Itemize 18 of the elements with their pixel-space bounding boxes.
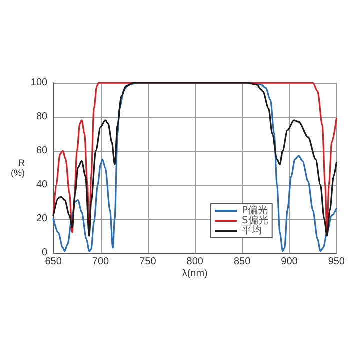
y-tick-label: 60 <box>36 146 48 156</box>
x-tick-label: 850 <box>234 256 252 268</box>
y-tick-label: 80 <box>36 112 48 122</box>
x-tick-label: 900 <box>281 256 298 268</box>
legend-label: 平均 <box>242 224 262 236</box>
x-tick-label: 750 <box>140 256 157 268</box>
x-tick-label: 950 <box>328 256 346 268</box>
x-axis-title: λ(nm) <box>182 268 208 280</box>
legend-label: P偏光 <box>242 204 268 216</box>
y-axis-title: R (%) <box>10 158 26 178</box>
y-tick-label: 100 <box>30 78 48 88</box>
y-tick-label: 0 <box>42 248 48 258</box>
x-tick-label: 800 <box>186 256 204 268</box>
x-tick-label: 650 <box>45 256 62 268</box>
y-tick-label: 40 <box>36 180 48 190</box>
x-tick-label: 700 <box>92 256 110 268</box>
legend-label: S偏光 <box>242 214 268 226</box>
y-tick-label: 20 <box>36 214 48 224</box>
